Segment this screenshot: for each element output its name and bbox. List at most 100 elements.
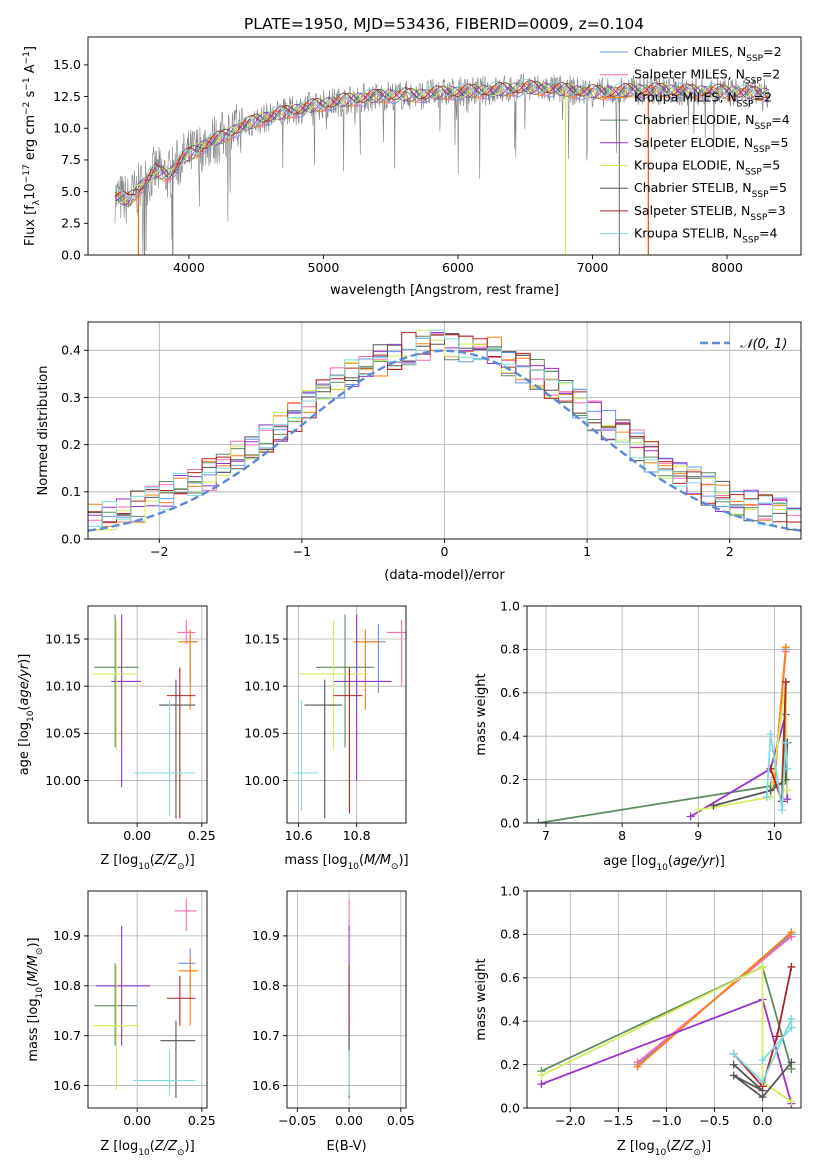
frame-mass_vs_ebv: −0.05 0.00 0.05 10.6 10.7 10.8 10.9 E(B-V): [252, 890, 415, 1154]
weight-marker: [781, 643, 790, 652]
y-tick-label: 0.2: [500, 772, 520, 787]
weight-marker: [729, 1060, 738, 1069]
x-tick-label: 2: [726, 544, 734, 559]
plot-area-weight_vs_age: [534, 643, 792, 823]
legend-label: Kroupa ELODIE, NSSP=5: [634, 158, 780, 178]
y-tick-label: 0.6: [500, 685, 520, 700]
axes-age_vs_Z: 0.00 0.25 10.00 10.05 10.10 10.15 Z [log10(Z/Z…: [17, 605, 216, 872]
x-axis-label: mass [log10(M/M⊙)]: [284, 853, 408, 872]
weight-marker: [633, 1062, 642, 1071]
y-tick-label: 1.0: [500, 883, 520, 898]
x-axis-label: E(B-V): [326, 1139, 366, 1154]
weight-marker: [537, 1080, 546, 1089]
weight-marker: [758, 1077, 767, 1086]
frame-weight_vs_Z: −2.0 −1.5 −1.0 −0.5 0.0 0.0 0.2 0.4 0.6 0.8 1.0 Z […: [474, 883, 802, 1158]
x-axis-label: (data-model)/error: [384, 568, 505, 583]
weight-line: [733, 966, 793, 1089]
y-tick-label: 0.8: [500, 642, 520, 657]
y-tick-label: 0.0: [500, 1100, 520, 1115]
frame-age_vs_Z: 0.00 0.25 10.00 10.05 10.10 10.15 Z [log10(Z/Z…: [17, 605, 216, 872]
x-tick-label: 10.8: [343, 828, 371, 843]
x-tick-label: 0.00: [335, 1113, 363, 1128]
x-tick-label: −2.0: [555, 1113, 585, 1128]
x-tick-label: −1.5: [603, 1113, 633, 1128]
y-tick-label: 0.3: [61, 390, 81, 405]
x-tick-label: 6000: [442, 260, 474, 275]
weight-marker: [787, 1023, 796, 1032]
y-tick-label: 0.4: [500, 1014, 520, 1029]
y-axis-label: mass [log10(M/M⊙)]: [26, 937, 45, 1061]
y-tick-label: 10.9: [252, 928, 280, 943]
x-tick-label: 5000: [308, 260, 340, 275]
x-tick-label: 8000: [711, 260, 743, 275]
weight-line: [637, 931, 792, 1068]
y-tick-label: 10.0: [53, 121, 81, 136]
legend-label: Kroupa STELIB, NSSP=4: [634, 226, 778, 246]
y-tick-label: 0.8: [500, 927, 520, 942]
x-tick-label: −2: [150, 544, 168, 559]
frame-weight_vs_age: 7 8 9 10 0.0 0.2 0.4 0.6 0.8 1.0 age [log10(age/yr…: [474, 598, 802, 873]
y-tick-label: 10.6: [252, 1078, 280, 1093]
y-tick-label: 10.00: [45, 773, 81, 788]
y-tick-label: 10.10: [45, 678, 81, 693]
weight-marker: [781, 677, 790, 686]
y-tick-label: 0.0: [61, 531, 81, 546]
x-tick-label: −1: [293, 544, 311, 559]
axes-weight_vs_Z: −2.0 −1.5 −1.0 −0.5 0.0 0.0 0.2 0.4 0.6 0.8 1.0 Z […: [474, 883, 802, 1158]
x-tick-label: −1.0: [651, 1113, 681, 1128]
x-tick-label: 1: [583, 544, 591, 559]
x-axis-label: Z [log10(Z/Z⊙)]: [617, 1139, 711, 1158]
x-tick-label: 10: [766, 828, 782, 843]
y-tick-label: 2.5: [61, 216, 81, 231]
x-tick-label: 0.25: [188, 1113, 216, 1128]
x-tick-label: 9: [694, 828, 702, 843]
weight-marker: [758, 962, 767, 971]
model-spectrum: [114, 82, 769, 208]
y-axis-label: mass weight: [474, 958, 489, 1040]
axes-frame: [87, 890, 208, 1109]
y-tick-label: 10.7: [252, 1028, 280, 1043]
plot-area-age_vs_mass: [292, 614, 406, 819]
frame-spectrum: 4000 5000 6000 7000 8000 0.0 2.5 5.0 7.5 10.0 12.5…: [22, 36, 802, 298]
y-tick-label: 10.15: [244, 631, 280, 646]
x-axis-label: wavelength [Angstrom, rest frame]: [330, 283, 559, 298]
x-tick-label: 7: [542, 828, 550, 843]
model-spectrum: [114, 82, 769, 206]
y-tick-label: 0.1: [61, 484, 81, 499]
weight-marker: [787, 1058, 796, 1067]
x-tick-label: −0.05: [278, 1113, 316, 1128]
y-axis-label: age [log10(age/yr)]: [17, 654, 36, 776]
legend-label: Chabrier MILES, NSSP=2: [634, 44, 782, 64]
plot-area-residuals: [88, 329, 801, 532]
frame-residuals: −2 −1 0 1 2 0.0 0.1 0.2 0.3 0.4 (data-model)/error…: [36, 321, 802, 583]
axes-weight_vs_age: 7 8 9 10 0.0 0.2 0.4 0.6 0.8 1.0 age [log10(age/yr…: [474, 598, 802, 873]
y-tick-label: 0.2: [500, 1057, 520, 1072]
weight-marker: [772, 1032, 781, 1041]
legend-label: Salpeter MILES, NSSP=2: [634, 67, 780, 87]
x-tick-label: 10.6: [285, 828, 313, 843]
weight-marker: [766, 730, 775, 739]
y-tick-label: 10.15: [45, 631, 81, 646]
y-tick-label: 12.5: [53, 89, 81, 104]
x-tick-label: 0.00: [123, 1113, 151, 1128]
legend-label: Salpeter STELIB, NSSP=3: [634, 203, 786, 223]
weight-marker: [783, 795, 792, 804]
residual-histogram: [88, 329, 801, 531]
frame-mass_vs_Z: 0.00 0.25 10.6 10.7 10.8 10.9 Z [log10(Z/Z⊙)] m…: [26, 890, 216, 1158]
weight-marker: [781, 738, 790, 747]
weight-marker: [694, 805, 703, 814]
legend-label: Kroupa MILES, NSSP=2: [634, 89, 772, 109]
figure-title: PLATE=1950, MJD=53436, FIBERID=0009, z=0…: [244, 15, 644, 33]
y-tick-label: 10.05: [45, 726, 81, 741]
weight-line: [541, 965, 792, 1103]
weight-marker: [777, 805, 786, 814]
x-tick-label: 0.00: [123, 828, 151, 843]
legend-label: 𝒩(0, 1): [740, 337, 787, 352]
x-tick-label: 4000: [173, 260, 205, 275]
legend-label: Chabrier STELIB, NSSP=5: [634, 180, 787, 200]
weight-marker: [758, 1093, 767, 1102]
weight-marker: [787, 928, 796, 937]
x-axis-label: Z [log10(Z/Z⊙)]: [100, 1139, 194, 1158]
weight-marker: [709, 801, 718, 810]
